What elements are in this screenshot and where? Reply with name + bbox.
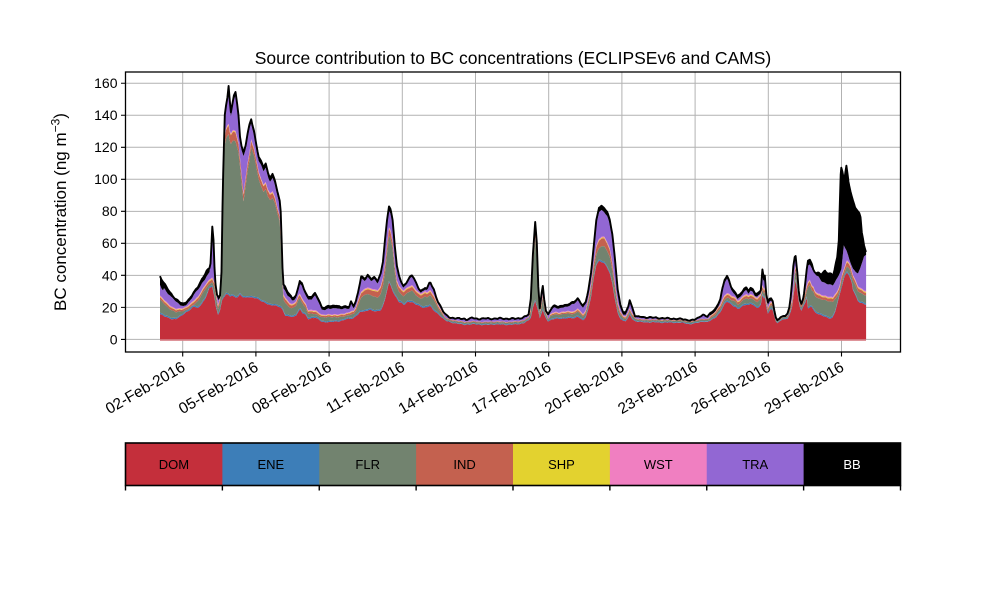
svg-text:IND: IND bbox=[453, 457, 475, 472]
svg-text:FLR: FLR bbox=[355, 457, 380, 472]
svg-text:Source contribution to BC conc: Source contribution to BC concentrations… bbox=[255, 48, 772, 68]
svg-text:20: 20 bbox=[102, 299, 118, 315]
svg-text:WST: WST bbox=[644, 457, 673, 472]
svg-text:BC concentration (ng m−3): BC concentration (ng m−3) bbox=[49, 113, 71, 311]
svg-text:0: 0 bbox=[110, 331, 118, 347]
svg-text:160: 160 bbox=[94, 75, 118, 91]
svg-text:60: 60 bbox=[102, 235, 118, 251]
svg-text:120: 120 bbox=[94, 139, 118, 155]
svg-text:TRA: TRA bbox=[742, 457, 768, 472]
svg-text:BB: BB bbox=[843, 457, 860, 472]
svg-text:SHP: SHP bbox=[548, 457, 575, 472]
svg-text:ENE: ENE bbox=[257, 457, 284, 472]
svg-text:140: 140 bbox=[94, 107, 118, 123]
svg-text:DOM: DOM bbox=[159, 457, 189, 472]
svg-text:100: 100 bbox=[94, 171, 118, 187]
svg-text:40: 40 bbox=[102, 267, 118, 283]
svg-text:80: 80 bbox=[102, 203, 118, 219]
